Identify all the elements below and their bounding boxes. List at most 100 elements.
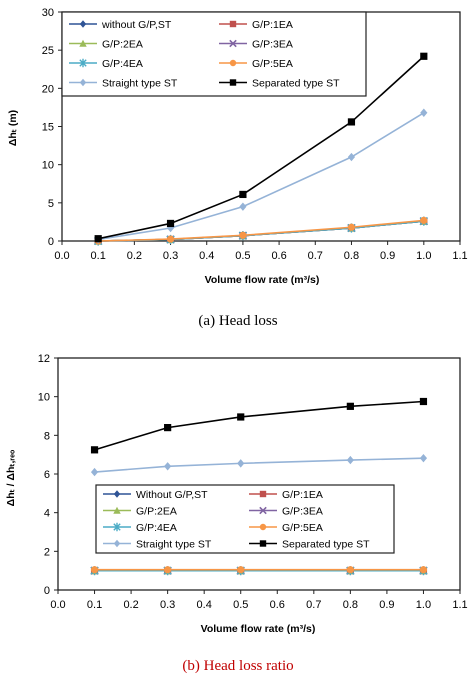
x-tick-label: 0.5 bbox=[233, 599, 248, 611]
legend-marker bbox=[229, 79, 237, 86]
data-point bbox=[164, 566, 172, 574]
legend-item: G/P:1EA bbox=[219, 19, 293, 31]
legend-label: Straight type ST bbox=[102, 78, 178, 90]
legend-item: Separated type ST bbox=[249, 539, 370, 551]
data-point bbox=[419, 566, 428, 574]
legend-marker bbox=[79, 58, 87, 68]
x-tick-label: 0.3 bbox=[163, 250, 178, 262]
legend-item: Separated type ST bbox=[219, 78, 340, 90]
series-g-p-5ea bbox=[90, 566, 428, 574]
legend-marker bbox=[259, 540, 267, 547]
legend-label: G/P:5EA bbox=[252, 58, 293, 70]
data-point bbox=[347, 118, 356, 126]
data-point bbox=[237, 413, 245, 421]
x-tick-label: 1.1 bbox=[452, 250, 467, 262]
y-axis-label: Δhₜ (m) bbox=[7, 110, 19, 146]
legend-label: G/P:2EA bbox=[136, 506, 177, 518]
data-point bbox=[237, 459, 245, 468]
y-tick-label: 8 bbox=[44, 430, 50, 442]
y-tick-label: 10 bbox=[38, 392, 50, 404]
x-tick-label: 0.6 bbox=[270, 599, 285, 611]
data-point bbox=[90, 467, 99, 477]
x-tick-label: 0.0 bbox=[50, 599, 65, 611]
x-axis-label: Volume flow rate (m³/s) bbox=[201, 623, 316, 635]
data-point bbox=[90, 446, 99, 454]
legend-marker bbox=[229, 20, 237, 28]
legend-item: Straight type ST bbox=[103, 539, 212, 551]
legend-label: G/P:1EA bbox=[252, 19, 293, 31]
data-point bbox=[239, 231, 247, 239]
x-tick-label: 0.8 bbox=[343, 599, 358, 611]
y-tick-label: 25 bbox=[42, 45, 54, 57]
x-tick-label: 0.0 bbox=[54, 250, 69, 262]
plot-area bbox=[57, 357, 461, 591]
data-point bbox=[164, 424, 172, 432]
caption-head-loss-ratio: (b) Head loss ratio bbox=[182, 658, 293, 674]
legend-item: Without G/P,ST bbox=[103, 489, 208, 501]
legend-marker bbox=[259, 523, 267, 531]
data-point bbox=[420, 52, 428, 60]
legend-marker bbox=[79, 20, 87, 28]
data-point bbox=[166, 235, 175, 243]
y-tick-label: 6 bbox=[44, 469, 50, 481]
legend-item: G/P:4EA bbox=[103, 522, 177, 534]
data-point bbox=[346, 566, 354, 574]
data-point bbox=[164, 462, 172, 471]
data-point bbox=[166, 219, 175, 228]
data-point bbox=[347, 223, 356, 231]
data-point bbox=[237, 566, 245, 574]
legend-label: G/P:3EA bbox=[282, 506, 323, 518]
y-tick-label: 12 bbox=[38, 353, 50, 365]
series-straight-type-st bbox=[90, 453, 428, 477]
legend: without G/P,ST G/P:1EA G/P:2EA G/P:3EA G/P:4… bbox=[61, 11, 367, 97]
legend-marker bbox=[113, 490, 121, 498]
data-point bbox=[347, 152, 356, 162]
legend-label: G/P:2EA bbox=[102, 39, 143, 51]
data-point bbox=[94, 235, 102, 243]
legend-marker bbox=[229, 59, 237, 67]
x-tick-label: 0.5 bbox=[235, 250, 250, 262]
legend-label: Separated type ST bbox=[282, 539, 370, 551]
y-axis-label: Δhₜ / Δhₜ,ᵣₑₒ bbox=[5, 449, 17, 506]
x-tick-label: 0.2 bbox=[123, 599, 138, 611]
x-tick-label: 0.1 bbox=[91, 250, 106, 262]
legend-marker bbox=[113, 539, 121, 548]
x-tick-label: 1.0 bbox=[416, 599, 431, 611]
legend-box bbox=[95, 484, 395, 554]
series-separated-type-st bbox=[90, 397, 428, 454]
legend-item: G/P:5EA bbox=[219, 58, 293, 70]
legend-marker bbox=[259, 490, 267, 498]
x-tick-label: 0.9 bbox=[380, 250, 395, 262]
data-point bbox=[420, 216, 428, 224]
legend-label: G/P:4EA bbox=[136, 522, 177, 534]
chart-head-loss: 0.0 0.1 0.2 0.3 0.4 0.5 0.6 0.7 0.8 0.9 1.0 1.1 0 5 10… bbox=[7, 7, 468, 286]
data-point bbox=[346, 455, 354, 465]
legend-marker bbox=[229, 39, 237, 48]
x-tick-label: 0.4 bbox=[199, 250, 214, 262]
legend-item: G/P:2EA bbox=[69, 39, 143, 51]
legend-label: G/P:3EA bbox=[252, 39, 293, 51]
y-tick-label: 20 bbox=[42, 83, 54, 95]
y-tick-label: 30 bbox=[42, 7, 54, 19]
x-tick-label: 0.8 bbox=[344, 250, 359, 262]
legend-label: G/P:5EA bbox=[282, 522, 323, 534]
x-tick-label: 0.7 bbox=[308, 250, 323, 262]
x-axis-label: Volume flow rate (m³/s) bbox=[205, 274, 320, 286]
legend-label: G/P:1EA bbox=[282, 489, 323, 501]
legend-marker bbox=[113, 522, 121, 532]
legend-label: Separated type ST bbox=[252, 78, 340, 90]
data-point bbox=[239, 202, 247, 211]
data-point bbox=[419, 453, 428, 463]
y-tick-label: 0 bbox=[44, 585, 50, 597]
x-tick-label: 0.4 bbox=[197, 599, 212, 611]
legend-marker bbox=[79, 39, 87, 47]
legend-item: G/P:2EA bbox=[103, 506, 177, 518]
x-tick-label: 0.6 bbox=[271, 250, 286, 262]
y-tick-label: 15 bbox=[42, 122, 54, 134]
y-tick-label: 2 bbox=[44, 546, 50, 558]
data-point bbox=[420, 108, 428, 117]
y-tick-label: 5 bbox=[48, 198, 54, 210]
data-point bbox=[90, 566, 99, 574]
legend-box bbox=[61, 11, 367, 97]
